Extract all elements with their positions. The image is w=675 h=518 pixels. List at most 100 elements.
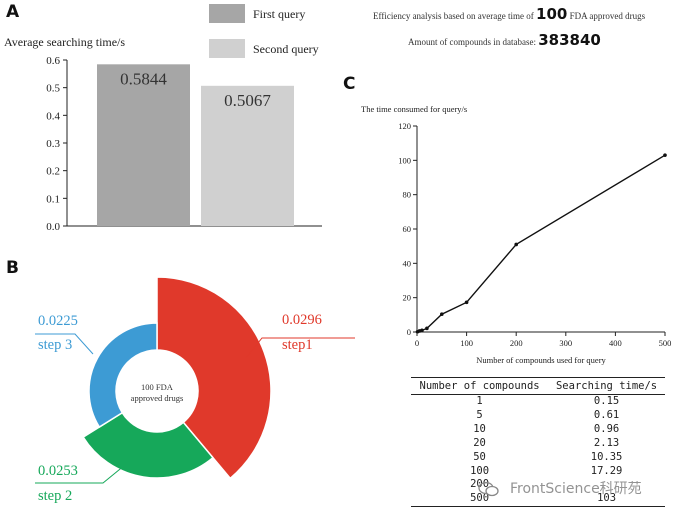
line-y-tick-label: 80 <box>403 190 412 200</box>
legend-swatch-1 <box>209 4 245 23</box>
bar-y-tick-label: 0.3 <box>46 138 60 150</box>
line-x-tick-label: 500 <box>659 338 672 348</box>
line-y-tick-label: 0 <box>407 327 411 337</box>
efficiency-number: 100 <box>536 5 568 23</box>
line-y-tick-label: 120 <box>398 121 411 131</box>
bar-y-tick-label: 0.5 <box>46 83 60 95</box>
line-y-tick-label: 60 <box>403 224 412 234</box>
table-cell-compounds: 10 <box>473 422 486 435</box>
table-cell-time: 0.15 <box>593 395 620 407</box>
watermark-text: FrontScience科研苑 <box>510 481 642 497</box>
bar-y-tick-label: 0.6 <box>46 55 60 67</box>
bar-2 <box>201 85 294 226</box>
table-cell-compounds: 20 <box>473 436 486 449</box>
line-data-point <box>420 328 424 333</box>
table-cell-time: 17.29 <box>590 464 623 477</box>
line-data-point <box>514 242 518 247</box>
watermark: FrontScience科研苑 <box>478 478 642 498</box>
donut-center-line2: approved drugs <box>131 393 184 403</box>
donut-labels: 0.0296 step1 0.0253 step 2 0.0225 step 3 <box>35 312 355 504</box>
donut-value-label: 0.0253 <box>38 463 78 479</box>
table-row: 20 2.13 <box>411 437 665 451</box>
line-series <box>415 153 667 334</box>
line-series-path <box>417 154 666 333</box>
bar-1 <box>97 64 190 226</box>
bar-y-tick-label: 0.1 <box>46 193 60 205</box>
bar-y-tick-label: 0.4 <box>46 110 60 122</box>
donut-step-label: step1 <box>282 337 313 353</box>
efficiency-suffix: FDA approved drugs <box>569 11 646 21</box>
donut-slice-3 <box>88 322 158 429</box>
donut-leader-line <box>35 333 94 355</box>
line-data-point <box>464 300 469 305</box>
table-cell-time: 10.35 <box>590 450 623 463</box>
line-x-tick-label: 300 <box>559 338 572 348</box>
table-header-compounds: Number of compounds <box>411 377 549 395</box>
donut-slice-1 <box>156 276 272 480</box>
table-row: 50 10.35 <box>411 451 665 465</box>
amount-label: Amount of compounds in database: <box>408 37 536 47</box>
table-row: 10 0.96 <box>411 423 665 437</box>
bar-chart-ylabel: Average searching time/s <box>4 35 125 49</box>
efficiency-caption: Efficiency analysis based on average tim… <box>373 5 645 23</box>
table-row: 100 17.29 <box>411 465 665 479</box>
wechat-icon <box>478 481 500 497</box>
bar-y-tick-label: 0.0 <box>46 221 60 233</box>
bar-value-label: 0.5844 <box>120 69 167 88</box>
bar-chart: Average searching time/s 0.0 0.1 0.2 0.3 0.4… <box>4 4 322 233</box>
line-axes: 0 20 40 60 80 100 120 0 100 200 300 400 500 <box>398 121 671 348</box>
table-row: 200 <box>411 478 665 492</box>
bar-legend: First query Second query <box>209 4 319 58</box>
table-cell-time: 103 <box>548 492 665 508</box>
efficiency-prefix: Efficiency analysis based on average tim… <box>373 11 534 21</box>
legend-label: First query <box>253 7 305 21</box>
table-row: 1 0.15 <box>411 395 665 409</box>
table-row: 500 103 <box>411 492 665 508</box>
bar-value-label: 0.5067 <box>224 91 271 110</box>
table-cell-time: 2.13 <box>593 436 620 449</box>
donut-step-label: step 2 <box>38 488 72 504</box>
query-table: Number of compounds Searching time/s 1 0.… <box>411 377 665 508</box>
table-cell-compounds: 1 <box>476 395 483 407</box>
legend-swatch-2 <box>209 39 245 58</box>
line-data-point <box>425 326 429 331</box>
amount-value: 383840 <box>538 31 601 49</box>
table-cell-time: 0.96 <box>593 422 620 435</box>
table-cell-compounds: 200 <box>470 478 490 491</box>
donut-leader-line <box>35 464 126 484</box>
line-chart-xlabel: Number of compounds used for query <box>476 355 606 365</box>
line-chart: The time consumed for query/s Number of … <box>361 104 671 365</box>
donut-value-label: 0.0225 <box>38 313 78 329</box>
line-x-tick-label: 100 <box>460 338 473 348</box>
donut-value-label: 0.0296 <box>282 312 322 328</box>
table-body: 1 0.15 5 0.61 10 0.96 20 2.13 50 10.35 100 17.29 200… <box>411 395 665 508</box>
line-y-tick-label: 40 <box>403 258 412 268</box>
table-cell-compounds: 100 <box>470 464 490 477</box>
panel-label-b: B <box>6 258 19 278</box>
amount-caption: Amount of compounds in database: 383840 <box>408 31 601 49</box>
donut-leader-line <box>245 337 355 359</box>
bar-y-tick-label: 0.2 <box>46 166 60 178</box>
table-header-row: Number of compounds Searching time/s <box>411 377 665 395</box>
line-y-tick-label: 20 <box>403 293 412 303</box>
panel-label-a: A <box>6 2 20 22</box>
table-cell-compounds: 5 <box>476 408 483 421</box>
bar-series: 0.5844 0.5067 <box>97 64 294 226</box>
panel-label-c: C <box>343 74 356 94</box>
line-data-point <box>663 153 667 157</box>
table-row: 5 0.61 <box>411 409 665 423</box>
table-cell-compounds: 500 <box>411 492 549 508</box>
line-chart-ylabel: The time consumed for query/s <box>361 104 467 114</box>
line-x-tick-label: 400 <box>609 338 622 348</box>
line-x-tick-label: 200 <box>510 338 523 348</box>
donut-slices <box>82 276 272 480</box>
table-cell-time: 0.61 <box>593 408 620 421</box>
line-data-point <box>440 312 444 317</box>
donut-step-label: step 3 <box>38 337 72 353</box>
donut-slice-2 <box>82 411 214 479</box>
donut-chart: 100 FDA approved drugs 0.0296 step1 0.0253… <box>35 276 355 504</box>
table-header-time: Searching time/s <box>548 377 665 395</box>
legend-label: Second query <box>253 42 319 56</box>
donut-center-line1: 100 FDA <box>141 382 174 392</box>
line-x-tick-label: 0 <box>415 338 419 348</box>
